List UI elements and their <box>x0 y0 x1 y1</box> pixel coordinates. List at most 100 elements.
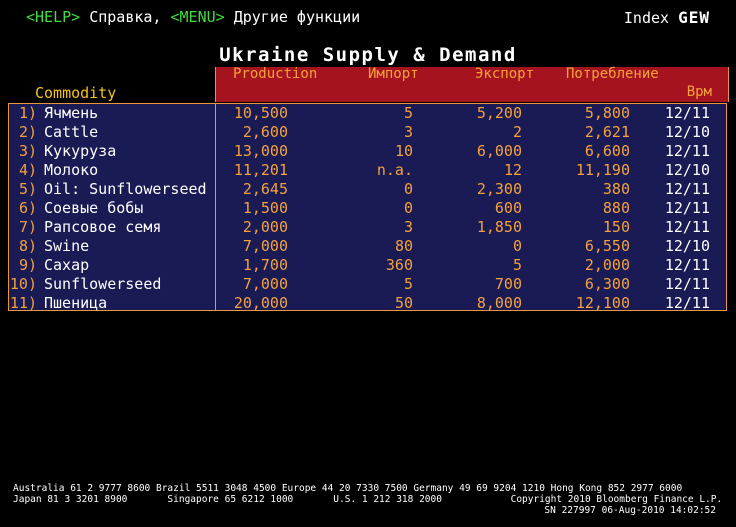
column-header-band: Production Импорт Экспорт Потребление Вр… <box>215 66 729 102</box>
row-number[interactable]: 7) <box>18 218 37 236</box>
row-number[interactable]: 5) <box>18 180 37 198</box>
table-row[interactable]: 7) Рапсовое семя 2,000 3 1,850 150 12/11 <box>9 218 726 237</box>
date-value: 12/11 <box>664 142 710 160</box>
header-production: Production <box>233 66 318 82</box>
import-value: 0 <box>403 180 413 198</box>
table-row[interactable]: 6) Соевые бобы 1,500 0 600 880 12/11 <box>9 199 726 218</box>
import-value: 3 <box>403 123 413 141</box>
row-number[interactable]: 2) <box>18 123 37 141</box>
header-consumption: Потребление <box>566 66 659 82</box>
row-number[interactable]: 9) <box>18 256 37 274</box>
import-value: 50 <box>394 294 413 312</box>
page-title: Ukraine Supply & Demand <box>219 44 517 66</box>
table-row[interactable]: 9) Сахар 1,700 360 5 2,000 12/11 <box>9 256 726 275</box>
consumption-value: 11,190 <box>575 161 630 179</box>
date-value: 12/11 <box>664 199 710 217</box>
footer-contacts-line1: Australia 61 2 9777 8600 Brazil 5511 304… <box>13 483 683 494</box>
date-value: 12/11 <box>664 218 710 236</box>
date-value: 12/10 <box>664 161 710 179</box>
header-import: Импорт <box>368 66 419 82</box>
commodity-name[interactable]: Ячмень <box>44 104 99 122</box>
export-value: 5 <box>512 256 522 274</box>
export-value: 12 <box>503 161 522 179</box>
date-value: 12/11 <box>664 294 710 312</box>
help-text: Справка, <box>89 8 162 26</box>
import-value: 3 <box>403 218 413 236</box>
commodity-name[interactable]: Oil: Sunflowerseed <box>44 180 207 198</box>
commodity-name[interactable]: Пшеница <box>44 294 108 312</box>
table-row[interactable]: 10) Sunflowerseed 7,000 5 700 6,300 12/11 <box>9 275 726 294</box>
commodity-name[interactable]: Cattle <box>44 123 99 141</box>
export-value: 700 <box>494 275 522 293</box>
index-code: GEW <box>678 8 710 27</box>
date-value: 12/11 <box>664 104 710 122</box>
column-divider <box>215 104 216 310</box>
supply-demand-table: 1) Ячмень 10,500 5 5,200 5,800 12/11 2) Cattle 2,… <box>8 103 727 313</box>
consumption-value: 2,621 <box>584 123 630 141</box>
commodity-name[interactable]: Sunflowerseed <box>44 275 162 293</box>
import-value: 0 <box>403 199 413 217</box>
date-value: 12/11 <box>664 275 710 293</box>
commodity-name[interactable]: Кукуруза <box>44 142 117 160</box>
date-value: 12/11 <box>664 256 710 274</box>
table-row[interactable]: 1) Ячмень 10,500 5 5,200 5,800 12/11 <box>9 104 726 123</box>
import-value: 5 <box>403 275 413 293</box>
header-export: Экспорт <box>475 66 535 82</box>
consumption-value: 150 <box>602 218 630 236</box>
production-value: 10,500 <box>233 104 288 122</box>
export-value: 8,000 <box>476 294 522 312</box>
row-number[interactable]: 1) <box>18 104 37 122</box>
production-value: 13,000 <box>233 142 288 160</box>
import-value: 80 <box>394 237 413 255</box>
production-value: 1,500 <box>242 199 288 217</box>
table-row[interactable]: 5) Oil: Sunflowerseed 2,645 0 2,300 380 12/11 <box>9 180 726 199</box>
footer-contacts-line2: Japan 81 3 3201 8900 Singapore 65 6212 1… <box>13 494 723 505</box>
export-value: 6,000 <box>476 142 522 160</box>
header-time: Врм <box>686 84 712 100</box>
commodity-name[interactable]: Сахар <box>44 256 90 274</box>
menu-key[interactable]: <MENU> <box>170 8 225 26</box>
export-value: 5,200 <box>476 104 522 122</box>
consumption-value: 380 <box>602 180 630 198</box>
import-value: n.a. <box>376 161 413 179</box>
commodity-name[interactable]: Swine <box>44 237 90 255</box>
export-value: 0 <box>512 237 522 255</box>
table-row[interactable]: 2) Cattle 2,600 3 2 2,621 12/10 <box>9 123 726 142</box>
table-row[interactable]: 8) Swine 7,000 80 0 6,550 12/10 <box>9 237 726 256</box>
consumption-value: 2,000 <box>584 256 630 274</box>
row-number[interactable]: 3) <box>18 142 37 160</box>
row-number[interactable]: 6) <box>18 199 37 217</box>
menu-text: Другие функции <box>233 8 361 26</box>
table-row[interactable]: 3) Кукуруза 13,000 10 6,000 6,600 12/11 <box>9 142 726 161</box>
commodity-name[interactable]: Соевые бобы <box>44 199 144 217</box>
index-label: Index <box>623 9 670 27</box>
import-value: 5 <box>403 104 413 122</box>
date-value: 12/11 <box>664 180 710 198</box>
table-row[interactable]: 11) Пшеница 20,000 50 8,000 12,100 12/11 <box>9 294 726 313</box>
production-value: 11,201 <box>233 161 288 179</box>
footer-serial: SN 227997 06-Aug-2010 14:02:52 <box>544 505 716 516</box>
production-value: 2,000 <box>242 218 288 236</box>
consumption-value: 6,300 <box>584 275 630 293</box>
production-value: 2,600 <box>242 123 288 141</box>
consumption-value: 880 <box>602 199 630 217</box>
header-commodity: Commodity <box>35 84 117 102</box>
table-row[interactable]: 4) Молоко 11,201 n.a. 12 11,190 12/10 <box>9 161 726 180</box>
index-indicator: Index GEW <box>624 8 710 27</box>
production-value: 1,700 <box>242 256 288 274</box>
row-number[interactable]: 10) <box>9 275 37 293</box>
date-value: 12/10 <box>664 237 710 255</box>
export-value: 600 <box>494 199 522 217</box>
production-value: 7,000 <box>242 275 288 293</box>
row-number[interactable]: 4) <box>18 161 37 179</box>
help-menu-bar: <HELP> Справка, <MENU> Другие функции <box>26 8 360 26</box>
row-number[interactable]: 8) <box>18 237 37 255</box>
import-value: 10 <box>394 142 413 160</box>
commodity-name[interactable]: Молоко <box>44 161 99 179</box>
commodity-name[interactable]: Рапсовое семя <box>44 218 162 236</box>
row-number[interactable]: 11) <box>9 294 37 312</box>
production-value: 20,000 <box>233 294 288 312</box>
consumption-value: 12,100 <box>575 294 630 312</box>
help-key[interactable]: <HELP> <box>26 8 81 26</box>
consumption-value: 5,800 <box>584 104 630 122</box>
